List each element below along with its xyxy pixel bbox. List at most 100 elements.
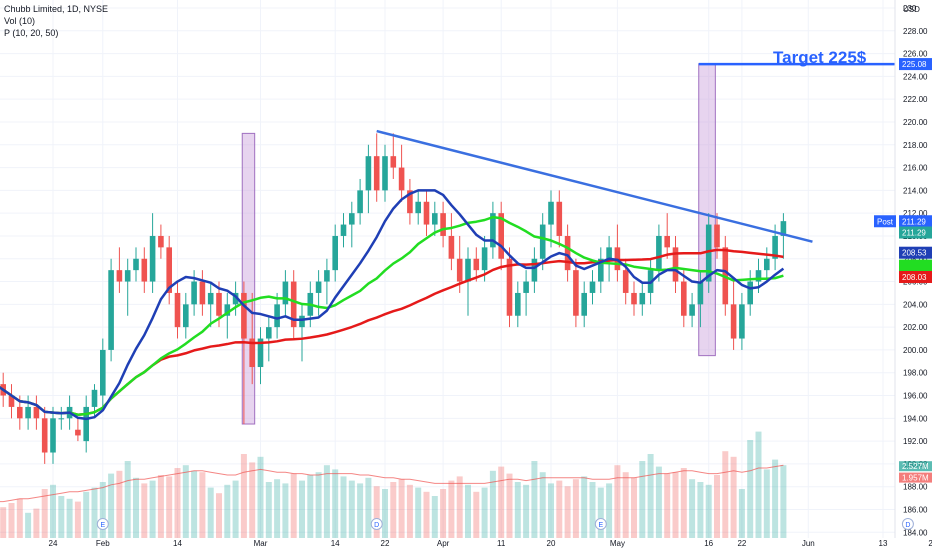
candle-body — [357, 190, 363, 214]
candle-body — [523, 281, 529, 293]
price-tag-label: Post — [877, 217, 894, 226]
volume-bar — [597, 487, 604, 538]
candle-body — [689, 304, 695, 316]
candle-body — [432, 213, 438, 225]
candle-body — [141, 258, 148, 282]
candle-body — [41, 418, 48, 453]
volume-bar — [755, 431, 762, 538]
highlight-boxes — [241, 63, 716, 425]
volume-bar — [722, 451, 729, 538]
volume-bar — [531, 461, 538, 538]
volume-bar — [680, 468, 687, 538]
volume-bar — [780, 465, 787, 538]
time-axis[interactable]: 24 Feb 14 Mar 14 22 Apr 11 20 May 16 22 Jun 13 22 — [49, 539, 932, 548]
volume-bar — [664, 473, 671, 538]
time-tick-label: May — [610, 539, 625, 548]
candle-body — [556, 201, 563, 236]
volume-bar — [74, 501, 81, 538]
volume-bar — [730, 456, 737, 538]
candle-body — [116, 270, 123, 282]
candle-body — [257, 338, 264, 368]
volume-bar — [240, 454, 247, 538]
symbol-title[interactable]: Chubb Limited, 1D, NYSE — [4, 4, 109, 14]
candle-body — [349, 213, 355, 225]
volume-bar — [0, 507, 7, 538]
candle-body — [548, 201, 554, 225]
volume-bar — [199, 472, 206, 538]
candlesticks — [0, 133, 787, 464]
volume-bar — [705, 484, 712, 538]
price-axis[interactable]: 184.00186.00188.00190.00192.00194.00196.… — [874, 0, 932, 538]
volume-bar — [166, 476, 173, 538]
volume-bar — [697, 482, 704, 538]
time-tick-label: Feb — [96, 539, 110, 548]
moving-average-label[interactable]: P (10, 20, 50) — [4, 28, 59, 38]
candle-body — [481, 247, 488, 271]
candle-body — [249, 338, 255, 368]
volume-bar — [8, 503, 15, 538]
volume-bar — [133, 477, 139, 538]
candle-body — [573, 270, 579, 316]
volume-bar — [66, 498, 73, 538]
volume-bar — [456, 476, 463, 538]
candle-body — [25, 406, 31, 419]
volume-bar — [340, 476, 347, 538]
volume-bar — [157, 475, 164, 538]
volume-indicator-label[interactable]: Vol (10) — [4, 16, 36, 26]
volume-bar — [606, 483, 613, 538]
volume-bar — [124, 461, 131, 538]
ma20-line — [0, 215, 784, 416]
volume-bar — [290, 473, 297, 538]
volume-bar — [174, 468, 181, 538]
time-tick-label: 22 — [381, 539, 390, 548]
candle-body — [631, 292, 637, 305]
time-tick-label: Jun — [802, 539, 815, 548]
volume-bar — [465, 484, 471, 538]
candle-body — [456, 258, 463, 282]
price-tag — [899, 270, 932, 283]
price-tick-label: 208.00 — [903, 255, 928, 264]
volume-tag — [899, 472, 932, 483]
candle-body — [382, 156, 388, 191]
volume-bar — [116, 470, 123, 538]
volume-bar — [265, 482, 272, 538]
volume-bar — [738, 489, 745, 538]
volume-bar — [257, 456, 264, 538]
volume-bar — [556, 480, 563, 538]
candle-body — [91, 389, 98, 407]
volume-bar — [191, 470, 198, 538]
candle-body — [656, 235, 662, 271]
price-tag — [899, 246, 932, 259]
volume-bar — [249, 462, 256, 538]
volume-bar — [141, 483, 148, 538]
candle-body — [622, 270, 629, 293]
volume-bar — [498, 466, 505, 538]
volume-bar — [398, 479, 405, 538]
volume-bar — [647, 454, 654, 538]
time-tick-label: 22 — [737, 539, 746, 548]
candle-body — [100, 349, 106, 396]
price-tag — [899, 58, 932, 71]
price-tick-label: 196.00 — [903, 392, 928, 401]
volume-bar — [631, 477, 637, 538]
price-tick-label: 228.00 — [903, 27, 928, 36]
candle-body — [340, 224, 347, 236]
candle-body — [108, 270, 114, 350]
volume-bar — [83, 491, 90, 538]
ma10-line — [0, 189, 785, 421]
volume-bar — [348, 480, 355, 538]
volume-tag-value: 2.527M — [902, 462, 929, 471]
volume-bar — [50, 484, 56, 538]
time-tick-label: 16 — [704, 539, 713, 548]
volume-bar — [299, 480, 305, 538]
volume-bar — [182, 465, 189, 538]
volume-bar — [406, 484, 413, 538]
price-tick-label: 198.00 — [903, 369, 928, 378]
price-tick-label: 184.00 — [903, 528, 928, 537]
candle-body — [531, 258, 538, 282]
candle-body — [17, 406, 23, 419]
time-tick-label: Apr — [437, 539, 450, 548]
volume-bar — [523, 484, 530, 538]
volume-bar — [614, 465, 621, 538]
